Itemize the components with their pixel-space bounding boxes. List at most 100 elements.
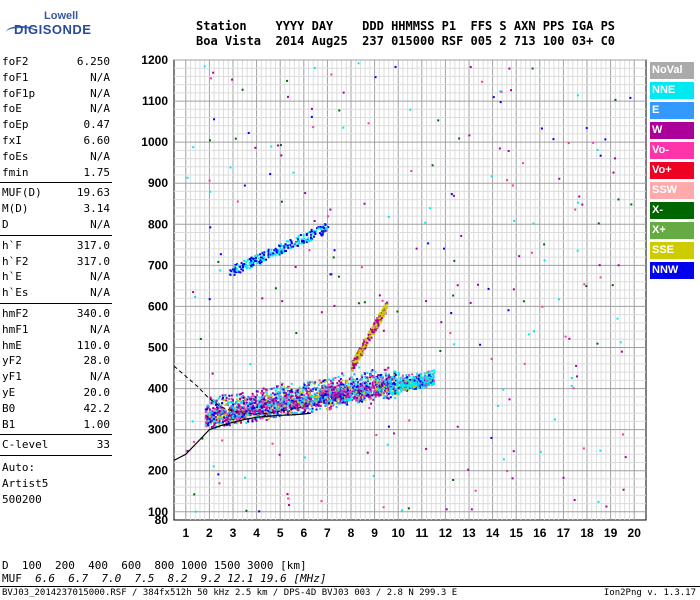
echo-point bbox=[302, 241, 305, 244]
echo-point bbox=[349, 394, 352, 397]
echo-point bbox=[350, 398, 353, 401]
echo-point bbox=[363, 398, 366, 401]
echo-point bbox=[387, 392, 390, 395]
echo-point bbox=[284, 243, 287, 246]
echo-point bbox=[309, 239, 312, 242]
echo-point bbox=[271, 404, 274, 407]
echo-point bbox=[303, 403, 306, 406]
echo-point bbox=[212, 398, 215, 401]
param-row: foF1 N/A bbox=[2, 71, 110, 86]
echo-point bbox=[362, 342, 365, 345]
echo-point bbox=[286, 79, 289, 82]
echo-point bbox=[379, 384, 382, 387]
echo-point bbox=[388, 375, 391, 378]
echo-point bbox=[393, 370, 396, 373]
echo-point bbox=[272, 252, 275, 255]
echo-point bbox=[359, 396, 362, 399]
echo-point bbox=[265, 419, 268, 422]
echo-point bbox=[389, 392, 392, 395]
echo-point bbox=[355, 390, 358, 393]
echo-point bbox=[275, 251, 278, 254]
echo-point bbox=[330, 395, 333, 398]
echo-point bbox=[324, 393, 327, 396]
echo-point bbox=[258, 396, 261, 399]
echo-point bbox=[277, 401, 280, 404]
echo-point bbox=[248, 414, 251, 417]
echo-point bbox=[500, 90, 503, 93]
echo-point bbox=[342, 383, 345, 386]
echo-point bbox=[287, 403, 290, 406]
echo-point bbox=[387, 366, 390, 369]
echo-point bbox=[410, 380, 413, 383]
echo-point bbox=[244, 408, 247, 411]
echo-point bbox=[259, 253, 262, 256]
echo-point bbox=[356, 394, 359, 397]
echo-point bbox=[297, 400, 300, 403]
y-tick-label: 900 bbox=[148, 176, 168, 190]
echo-point bbox=[328, 378, 331, 381]
echo-point bbox=[260, 397, 263, 400]
echo-point bbox=[290, 241, 293, 244]
echo-point bbox=[302, 386, 305, 389]
param-value: 1.75 bbox=[83, 165, 111, 179]
echo-point bbox=[259, 405, 262, 408]
echo-point bbox=[372, 393, 375, 396]
echo-point bbox=[259, 408, 262, 411]
echo-point bbox=[235, 270, 238, 273]
echo-point bbox=[261, 259, 264, 262]
echo-point bbox=[241, 416, 244, 419]
echo-point bbox=[238, 404, 241, 407]
echo-point bbox=[282, 401, 285, 404]
echo-point bbox=[440, 321, 443, 324]
echo-point bbox=[280, 386, 283, 389]
echo-point bbox=[236, 269, 239, 272]
echo-point bbox=[211, 413, 214, 416]
echo-point bbox=[305, 406, 308, 409]
echo-point bbox=[235, 398, 238, 401]
echo-point bbox=[336, 387, 339, 390]
echo-point bbox=[358, 396, 361, 399]
echo-point bbox=[270, 407, 273, 410]
echo-point bbox=[326, 401, 329, 404]
echo-point bbox=[268, 255, 271, 258]
echo-point bbox=[307, 396, 310, 399]
echo-point bbox=[499, 101, 502, 104]
param-row: yE 20.0 bbox=[2, 386, 110, 401]
echo-point bbox=[399, 384, 402, 387]
echo-point bbox=[213, 118, 216, 121]
echo-point bbox=[380, 312, 383, 315]
echo-point bbox=[277, 393, 280, 396]
echo-point bbox=[261, 257, 264, 260]
echo-point bbox=[204, 423, 207, 426]
echo-point bbox=[319, 232, 322, 235]
echo-point bbox=[390, 387, 393, 390]
echo-point bbox=[356, 377, 359, 380]
echo-point bbox=[308, 381, 311, 384]
echo-point bbox=[378, 393, 381, 396]
echo-point bbox=[371, 369, 374, 372]
echo-point bbox=[392, 387, 395, 390]
echo-point bbox=[323, 401, 326, 404]
echo-point bbox=[218, 482, 221, 485]
echo-point bbox=[286, 396, 289, 399]
echo-point bbox=[313, 400, 316, 403]
echo-point bbox=[363, 202, 366, 205]
echo-point bbox=[334, 393, 337, 396]
echo-point bbox=[296, 405, 299, 408]
echo-point bbox=[311, 410, 314, 413]
echo-point bbox=[280, 410, 283, 413]
echo-point bbox=[312, 235, 315, 238]
x-tick-label: 9 bbox=[371, 526, 378, 540]
echo-point bbox=[401, 374, 404, 377]
echo-point bbox=[258, 403, 261, 406]
echo-point bbox=[246, 258, 249, 261]
echo-point bbox=[309, 395, 312, 398]
echo-point bbox=[331, 391, 334, 394]
echo-point bbox=[320, 381, 323, 384]
echo-point bbox=[306, 232, 309, 235]
echo-point bbox=[399, 387, 402, 390]
echo-point bbox=[315, 399, 318, 402]
echo-point bbox=[376, 319, 379, 322]
echo-point bbox=[317, 404, 320, 407]
echo-point bbox=[228, 414, 231, 417]
